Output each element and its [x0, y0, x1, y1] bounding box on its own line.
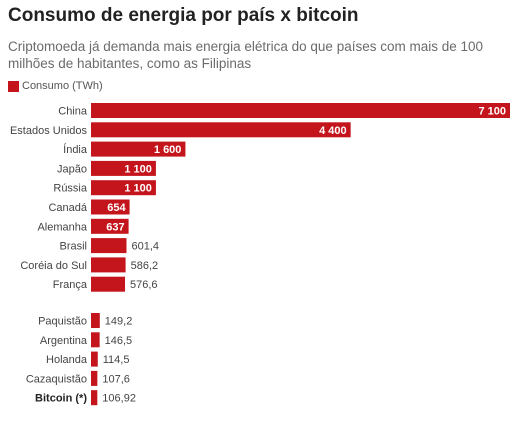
value-label-franca: 576,6: [130, 279, 158, 291]
value-label-holanda: 114,5: [103, 354, 130, 366]
value-label-china: 7 100: [478, 106, 506, 118]
category-label-canada: Canadá: [48, 202, 87, 214]
bar-franca: [91, 276, 126, 292]
bar-holanda: [91, 351, 98, 367]
bar-japao: [91, 160, 156, 176]
value-label-argentina: 146,5: [105, 335, 133, 347]
chart-title: Consumo de energia por país x bitcoin: [8, 5, 359, 26]
bar-bitcoin: [91, 390, 98, 406]
value-label-cazaquistao: 107,6: [102, 373, 130, 385]
bar-cazaquistao: [91, 370, 98, 386]
bar-paquistao: [91, 313, 100, 328]
category-label-coreia-do-sul: Coréia do Sul: [20, 260, 87, 272]
category-label-brasil: Brasil: [59, 241, 87, 253]
value-label-estados-unidos: 4 400: [319, 125, 347, 137]
value-label-russia: 1 100: [124, 183, 152, 195]
category-label-paquistao: Paquistão: [38, 316, 87, 328]
category-label-russia: Rússia: [53, 183, 88, 195]
bar-brasil: [91, 238, 127, 254]
value-label-japao: 1 100: [124, 163, 152, 175]
chart-subtitle: Criptomoeda já demanda mais energia elét…: [8, 39, 484, 71]
bar-russia: [91, 180, 156, 196]
bar-canada: [91, 199, 130, 215]
category-label-estados-unidos: Estados Unidos: [10, 125, 88, 137]
category-label-india: Índia: [63, 143, 88, 156]
legend-label: Consumo (TWh): [22, 80, 103, 92]
value-label-canada: 654: [107, 202, 126, 214]
bar-alemanha: [91, 218, 129, 234]
bar-coreia-do-sul: [91, 257, 126, 273]
value-label-india: 1 600: [154, 144, 182, 156]
category-label-bitcoin: Bitcoin (*): [35, 393, 87, 405]
value-label-alemanha: 637: [106, 221, 124, 233]
value-label-bitcoin: 106,92: [102, 393, 136, 405]
value-label-brasil: 601,4: [131, 241, 159, 253]
category-label-alemanha: Alemanha: [37, 221, 87, 233]
bar-india: [91, 141, 186, 157]
value-label-paquistao: 149,2: [105, 316, 133, 328]
value-label-coreia-do-sul: 586,2: [131, 260, 159, 272]
bar-china: [91, 103, 510, 118]
category-label-argentina: Argentina: [40, 335, 88, 347]
legend-swatch: [8, 81, 19, 92]
category-label-franca: França: [53, 279, 88, 291]
category-label-china: China: [58, 106, 88, 118]
bar-argentina: [91, 332, 100, 348]
category-label-cazaquistao: Cazaquistão: [26, 373, 87, 385]
category-label-japao: Japão: [57, 163, 87, 175]
bar-estados-unidos: [91, 122, 351, 138]
category-label-holanda: Holanda: [46, 354, 88, 366]
